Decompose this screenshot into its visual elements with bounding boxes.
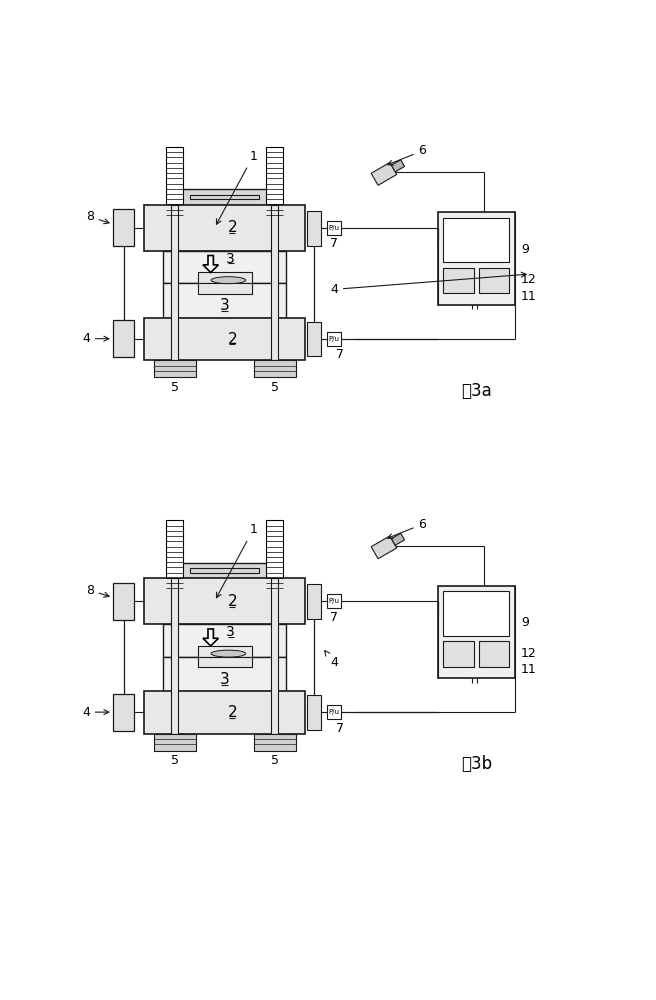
Text: 图3a: 图3a (461, 382, 492, 400)
Text: 5: 5 (171, 754, 178, 767)
Bar (254, 734, 296, 751)
Bar (171, 205, 178, 360)
Bar (113, 694, 134, 731)
Text: 2: 2 (228, 332, 237, 347)
Text: P/u: P/u (329, 598, 339, 604)
Bar (113, 209, 134, 246)
Text: 9: 9 (521, 243, 529, 256)
Bar (479, 641, 510, 667)
Ellipse shape (211, 277, 246, 284)
Bar (307, 322, 321, 356)
Bar (443, 591, 510, 636)
Bar (197, 283, 251, 294)
Text: P/u: P/u (329, 709, 339, 715)
Text: 11: 11 (521, 290, 537, 303)
Polygon shape (203, 256, 218, 272)
Text: 3: 3 (226, 252, 235, 266)
Text: 4: 4 (325, 651, 338, 669)
Bar (327, 705, 341, 719)
Text: 8: 8 (86, 584, 109, 597)
Text: 11: 11 (521, 663, 537, 676)
Bar (327, 221, 341, 235)
Text: 7: 7 (330, 611, 338, 624)
Text: 3: 3 (226, 625, 235, 639)
Text: 1: 1 (216, 150, 257, 224)
Bar (443, 218, 510, 262)
Polygon shape (203, 629, 218, 646)
Bar (271, 578, 278, 734)
Bar (190, 568, 259, 573)
Text: P/u: P/u (329, 336, 339, 342)
Bar (307, 584, 321, 619)
Bar (307, 695, 321, 730)
Bar (163, 251, 286, 283)
Text: 1: 1 (216, 523, 257, 598)
Bar (163, 657, 286, 691)
Bar (443, 641, 474, 667)
Bar (438, 212, 515, 305)
Text: 3: 3 (220, 672, 230, 687)
Bar (443, 268, 474, 293)
Bar (197, 646, 251, 657)
Text: 12: 12 (521, 647, 537, 660)
Bar (144, 318, 306, 360)
Bar (171, 578, 178, 734)
Bar (154, 734, 196, 751)
Ellipse shape (211, 650, 246, 657)
Text: 4: 4 (82, 332, 109, 345)
Text: 8: 8 (86, 210, 109, 224)
Bar (479, 268, 510, 293)
Bar (392, 160, 405, 172)
Bar (271, 205, 278, 360)
Text: 5: 5 (171, 381, 178, 394)
Bar (166, 520, 183, 594)
Bar (163, 283, 286, 318)
Bar (327, 594, 341, 608)
Text: 5: 5 (271, 381, 279, 394)
Text: 2: 2 (228, 705, 237, 720)
Bar (167, 563, 282, 578)
Text: 6: 6 (388, 144, 426, 165)
Text: 7: 7 (336, 722, 344, 735)
Bar (144, 691, 306, 734)
Bar (113, 583, 134, 620)
Bar (154, 360, 196, 377)
Bar (266, 520, 283, 594)
Text: 7: 7 (336, 348, 344, 361)
Bar (266, 147, 283, 220)
Text: 4: 4 (82, 706, 109, 719)
Text: 图3b: 图3b (461, 755, 492, 773)
Bar (197, 657, 251, 667)
Bar (167, 189, 282, 205)
Bar (166, 147, 183, 220)
Bar (144, 205, 306, 251)
Bar (190, 195, 259, 199)
Text: P/u: P/u (329, 225, 339, 231)
Text: 3: 3 (220, 298, 230, 313)
Text: 9: 9 (521, 616, 529, 629)
Bar (113, 320, 134, 357)
Bar (144, 578, 306, 624)
Bar (371, 163, 397, 185)
Text: 4: 4 (330, 272, 526, 296)
Text: 5: 5 (271, 754, 279, 767)
Text: 7: 7 (330, 237, 338, 250)
Bar (327, 332, 341, 346)
Text: 12: 12 (521, 273, 537, 286)
Bar (163, 624, 286, 657)
Bar (371, 536, 397, 559)
Bar (438, 586, 515, 678)
Text: 6: 6 (388, 518, 426, 539)
Text: 2: 2 (228, 220, 237, 235)
Bar (197, 272, 251, 283)
Text: 2: 2 (228, 594, 237, 609)
Bar (392, 533, 405, 545)
Bar (307, 211, 321, 246)
Bar (254, 360, 296, 377)
